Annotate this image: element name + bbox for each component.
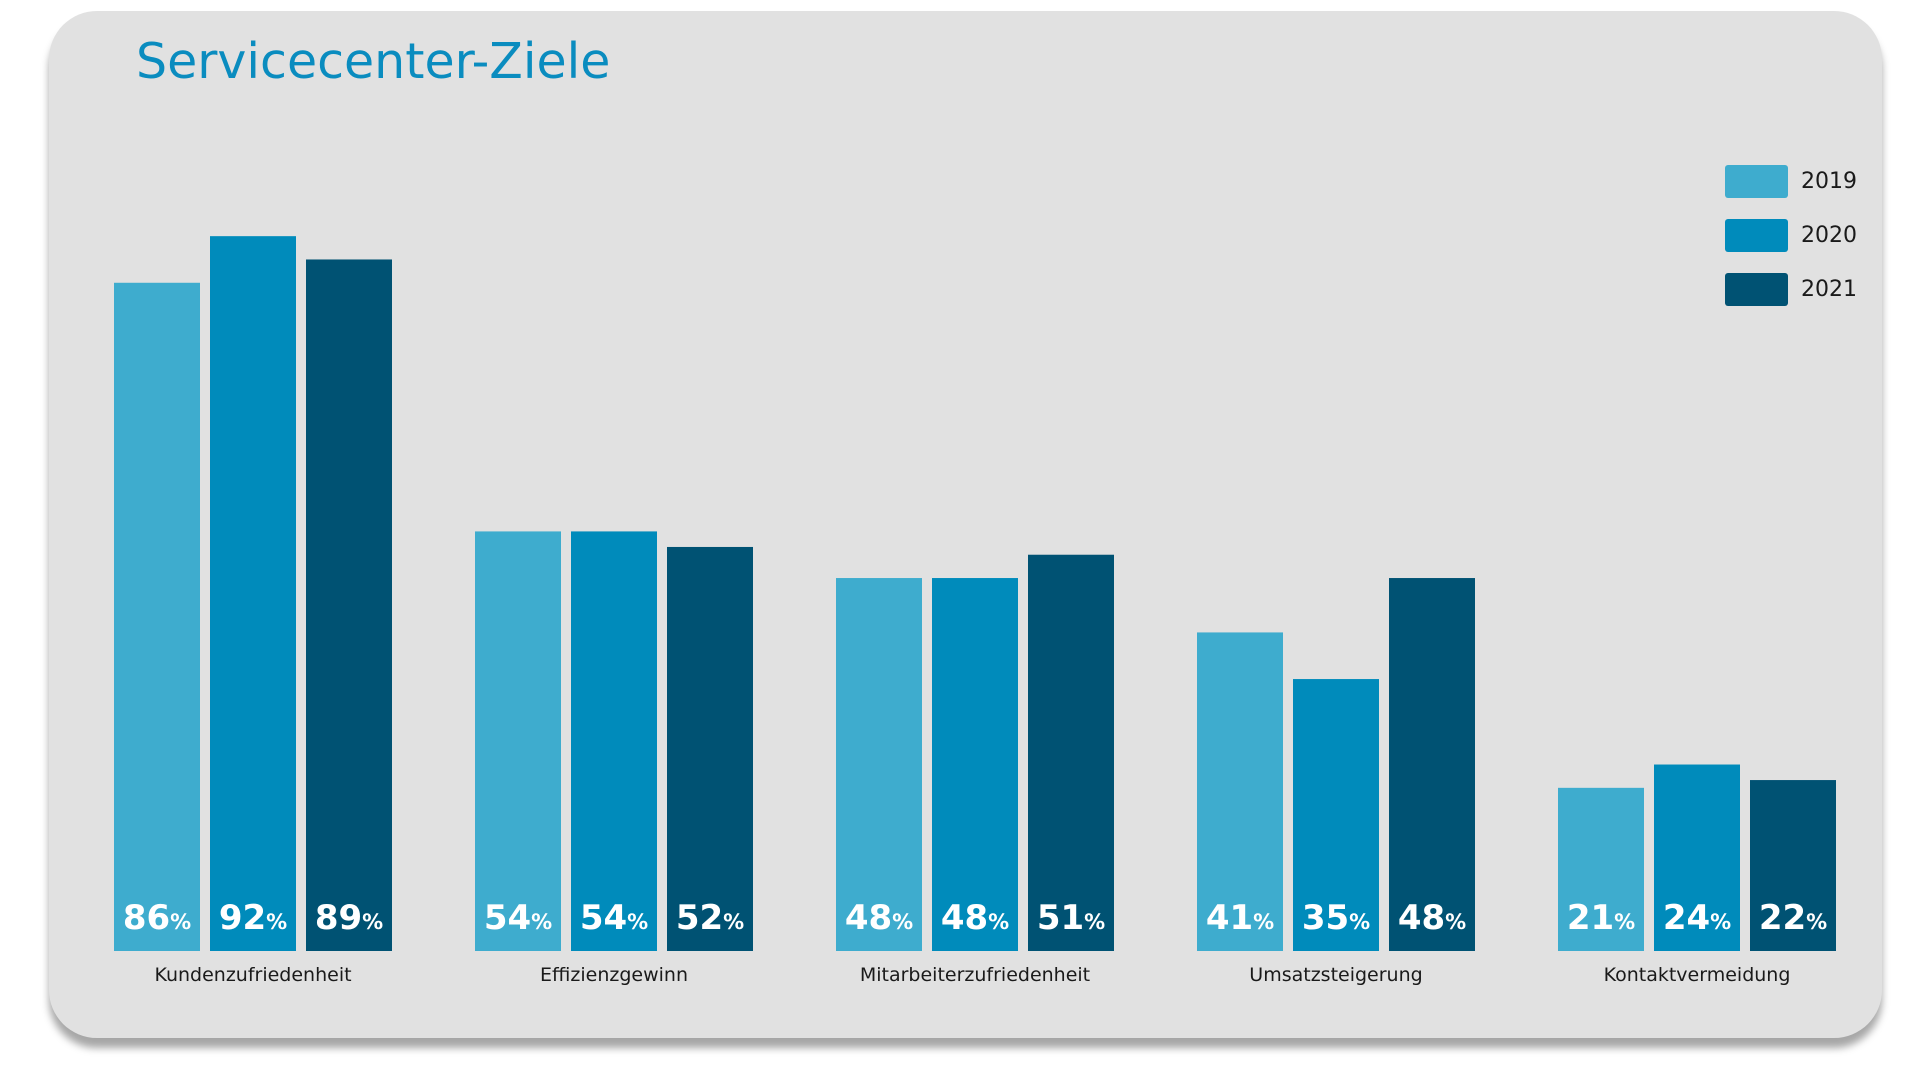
value-label-umsatzsteigerung-2019: 41% xyxy=(1206,898,1274,938)
bar-kontaktvermeidung-2019 xyxy=(1558,787,1644,951)
bar-kundenzufriedenheit-2021 xyxy=(306,259,392,952)
bar-group-umsatzsteigerung: 41% 35% 48% Umsatzsteigerung xyxy=(1197,578,1475,986)
bar-mitarbeiterzufriedenheit-2019 xyxy=(836,578,922,951)
category-label-kontaktvermeidung: Kontaktvermeidung xyxy=(1604,964,1791,986)
value-label-umsatzsteigerung-2020: 35% xyxy=(1302,898,1370,938)
bar-mitarbeiterzufriedenheit-2020 xyxy=(932,578,1018,951)
legend-swatch-2020 xyxy=(1725,219,1788,252)
bar-group-effizienzgewinn: 54% 54% 52% Effizienzgewinn xyxy=(475,531,753,986)
bar-effizienzgewinn-2019 xyxy=(475,531,561,951)
value-label-umsatzsteigerung-2021: 48% xyxy=(1398,898,1466,938)
value-label-kundenzufriedenheit-2020: 92% xyxy=(219,898,287,938)
bar-group-kundenzufriedenheit: 86% 92% 89% Kundenzufriedenheit xyxy=(114,236,392,986)
bar-kundenzufriedenheit-2019 xyxy=(114,282,200,951)
legend-label-2019: 2019 xyxy=(1801,169,1857,194)
legend-label-2021: 2021 xyxy=(1801,277,1857,302)
bar-umsatzsteigerung-2021 xyxy=(1389,578,1475,951)
bar-umsatzsteigerung-2020 xyxy=(1293,679,1379,951)
category-label-umsatzsteigerung: Umsatzsteigerung xyxy=(1249,964,1422,986)
bar-kontaktvermeidung-2021 xyxy=(1750,780,1836,951)
bar-umsatzsteigerung-2019 xyxy=(1197,632,1283,951)
value-label-kundenzufriedenheit-2021: 89% xyxy=(315,898,383,938)
bar-kundenzufriedenheit-2020 xyxy=(210,236,296,951)
legend-label-2020: 2020 xyxy=(1801,223,1857,248)
bar-effizienzgewinn-2020 xyxy=(571,531,657,951)
value-label-kontaktvermeidung-2019: 21% xyxy=(1567,898,1635,938)
bar-chart: 86% 92% 89% Kundenzufriedenheit 54% 54% 52% Eff… xyxy=(114,236,1836,986)
value-label-mitarbeiterzufriedenheit-2019: 48% xyxy=(845,898,913,938)
chart-card: Servicecenter-Ziele 86% 92% 89% Kundenzufri… xyxy=(49,11,1882,1038)
category-label-kundenzufriedenheit: Kundenzufriedenheit xyxy=(154,964,351,986)
bar-group-mitarbeiterzufriedenheit: 48% 48% 51% Mitarbeiterzufriedenheit xyxy=(836,554,1114,986)
bar-effizienzgewinn-2021 xyxy=(667,546,753,951)
value-label-kontaktvermeidung-2020: 24% xyxy=(1663,898,1731,938)
value-label-effizienzgewinn-2019: 54% xyxy=(484,898,552,938)
value-label-effizienzgewinn-2021: 52% xyxy=(676,898,744,938)
value-label-effizienzgewinn-2020: 54% xyxy=(580,898,648,938)
category-label-mitarbeiterzufriedenheit: Mitarbeiterzufriedenheit xyxy=(860,964,1090,986)
bar-group-kontaktvermeidung: 21% 24% 22% Kontaktvermeidung xyxy=(1558,764,1836,986)
value-label-mitarbeiterzufriedenheit-2021: 51% xyxy=(1037,898,1105,938)
category-label-effizienzgewinn: Effizienzgewinn xyxy=(540,964,688,986)
value-label-mitarbeiterzufriedenheit-2020: 48% xyxy=(941,898,1009,938)
value-label-kundenzufriedenheit-2019: 86% xyxy=(123,898,191,938)
chart-title: Servicecenter-Ziele xyxy=(136,33,611,90)
value-label-kontaktvermeidung-2021: 22% xyxy=(1759,898,1827,938)
legend-swatch-2021 xyxy=(1725,273,1788,306)
bar-mitarbeiterzufriedenheit-2021 xyxy=(1028,554,1114,951)
bar-kontaktvermeidung-2020 xyxy=(1654,764,1740,951)
legend-swatch-2019 xyxy=(1725,165,1788,198)
